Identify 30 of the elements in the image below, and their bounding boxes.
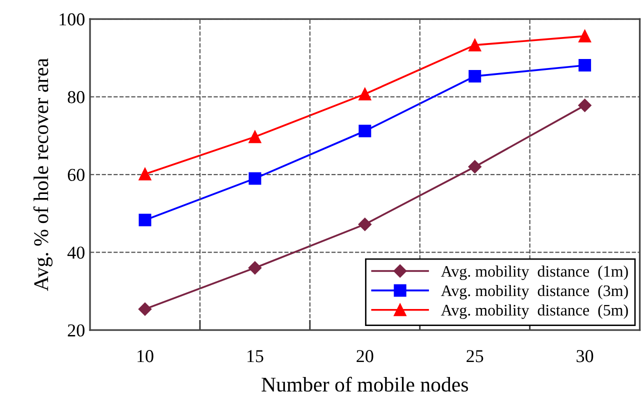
- point: [578, 59, 592, 72]
- point: [358, 218, 372, 231]
- x-tick-label: 20: [356, 350, 374, 362]
- y-axis-title: Avg. % of hole recover area: [33, 58, 53, 291]
- x-tick-label: 15: [248, 350, 264, 362]
- y-tick-label: 40: [67, 246, 84, 259]
- point: [358, 124, 372, 138]
- y-tick-label: 100: [60, 13, 84, 26]
- point: [578, 98, 592, 112]
- point: [138, 168, 152, 180]
- point: [468, 38, 482, 52]
- point: [138, 214, 152, 226]
- point: [248, 172, 262, 185]
- y-tick-label: 20: [68, 324, 84, 337]
- point: [578, 30, 592, 42]
- point: [248, 130, 262, 144]
- legend-label: Avg. mobility distance (1m): [440, 266, 628, 280]
- y-tick-label: 80: [68, 91, 84, 104]
- y-tick-label: 60: [68, 168, 84, 181]
- legend-label: Avg. mobility distance (3m): [440, 284, 628, 300]
- x-tick-label: 10: [138, 350, 154, 362]
- x-axis-title: Number of mobile nodes: [262, 376, 468, 392]
- point: [358, 88, 372, 100]
- point: [248, 261, 262, 274]
- legend-label: Avg. mobility distance (5m): [440, 304, 628, 319]
- point: [468, 160, 482, 174]
- x-tick-label: 25: [466, 350, 484, 362]
- point: [138, 302, 152, 316]
- x-tick-label: 30: [576, 350, 594, 362]
- point: [468, 70, 482, 82]
